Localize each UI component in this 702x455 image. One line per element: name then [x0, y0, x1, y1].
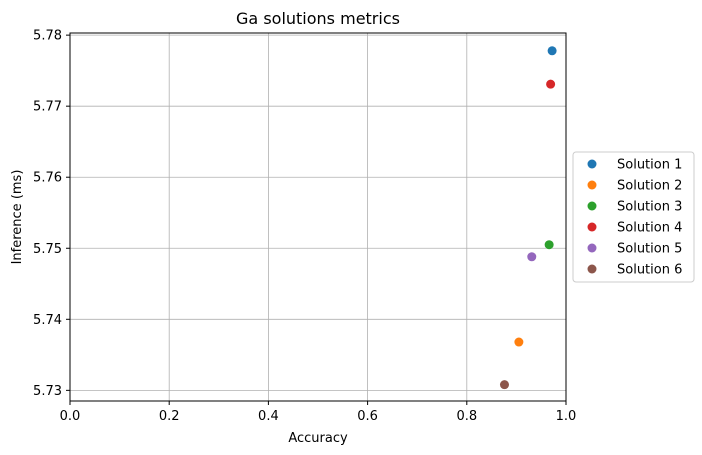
y-axis-ticks: 5.73 5.74 5.75 5.76 5.77 5.78 — [33, 29, 70, 399]
legend-entry-label: Solution 6 — [617, 263, 682, 278]
y-tick-label: 5.77 — [33, 100, 62, 115]
x-tick-label: 0.2 — [159, 409, 180, 424]
legend-marker — [587, 222, 597, 232]
y-tick-label: 5.75 — [33, 242, 62, 257]
legend-marker — [587, 180, 597, 190]
x-axis-label: Accuracy — [288, 431, 348, 446]
legend-box — [572, 151, 695, 283]
x-tick-label: 0.8 — [456, 409, 477, 424]
y-tick-label: 5.78 — [33, 29, 62, 44]
legend: Solution 1 Solution 2 Solution 3 Solution 4… — [572, 151, 695, 283]
y-axis-label: Inference (ms) — [10, 170, 25, 265]
data-point — [547, 46, 557, 56]
x-tick-label: 0.6 — [357, 409, 378, 424]
legend-entry-label: Solution 5 — [617, 242, 682, 257]
data-point — [544, 240, 554, 250]
chart-title: Ga solutions metrics — [236, 9, 400, 28]
plot-frame — [69, 32, 567, 402]
x-tick-label: 1.0 — [556, 409, 577, 424]
legend-entry-label: Solution 2 — [617, 179, 682, 194]
legend-entry-label: Solution 1 — [617, 158, 682, 173]
legend-marker — [587, 243, 597, 253]
legend-marker — [587, 159, 597, 169]
x-tick-label: 0.0 — [60, 409, 81, 424]
legend-entry-label: Solution 4 — [617, 221, 682, 236]
data-point — [546, 79, 556, 89]
x-axis-ticks: 0.0 0.2 0.4 0.6 0.8 1.0 — [60, 401, 577, 424]
data-point — [527, 252, 537, 262]
legend-entry-label: Solution 3 — [617, 200, 682, 215]
data-point — [514, 337, 524, 347]
legend-marker — [587, 264, 597, 274]
y-tick-label: 5.76 — [33, 171, 62, 186]
data-points — [499, 46, 557, 390]
grid-lines — [69, 33, 567, 401]
legend-marker — [587, 201, 597, 211]
y-tick-label: 5.73 — [33, 384, 62, 399]
data-point — [499, 380, 509, 390]
x-tick-label: 0.4 — [258, 409, 279, 424]
y-tick-label: 5.74 — [33, 313, 62, 328]
